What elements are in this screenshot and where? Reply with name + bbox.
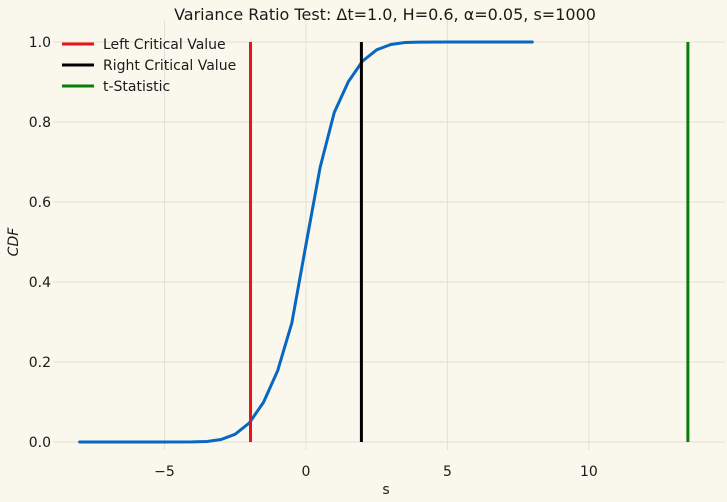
legend-label: Left Critical Value	[103, 37, 226, 53]
y-axis-label: CDF	[6, 227, 22, 257]
x-axis-label: s	[382, 482, 389, 498]
x-tick-label: 0	[301, 464, 310, 480]
x-tick-label: −5	[154, 464, 175, 480]
y-tick-label: 1.0	[29, 35, 51, 51]
cdf-curve	[78, 40, 534, 444]
legend-label: t-Statistic	[103, 79, 170, 95]
chart-title: Variance Ratio Test: Δt=1.0, H=0.6, α=0.…	[174, 5, 596, 24]
series-layer	[78, 40, 690, 444]
y-tick-label: 0.0	[29, 435, 51, 451]
y-tick-label: 0.8	[29, 115, 51, 131]
y-tick-label: 0.2	[29, 355, 51, 371]
tick-layer: −5 0 5 10 0.0 0.2 0.4 0.6 0.8 1.0	[29, 35, 598, 480]
legend: Left Critical Value Right Critical Value t…	[62, 37, 236, 95]
x-tick-label: 5	[443, 464, 452, 480]
x-tick-label: 10	[580, 464, 598, 480]
y-tick-label: 0.6	[29, 195, 51, 211]
y-tick-label: 0.4	[29, 275, 51, 291]
legend-label: Right Critical Value	[103, 58, 236, 74]
